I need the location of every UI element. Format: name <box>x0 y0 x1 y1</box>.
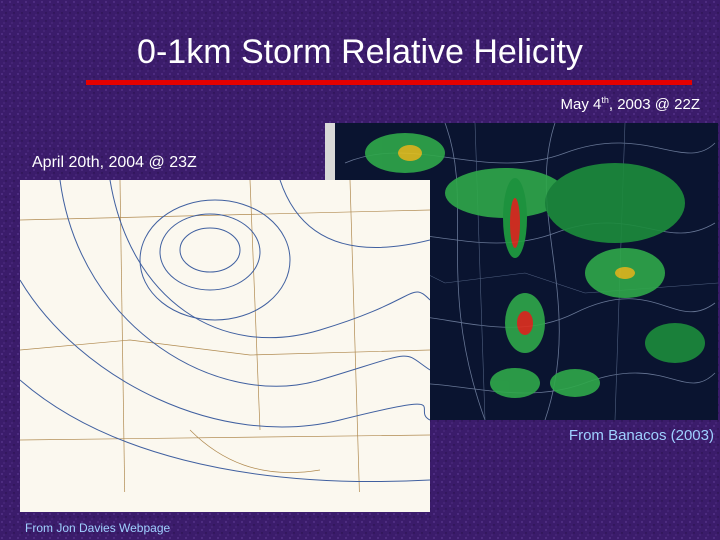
right-credit: From Banacos (2003) <box>568 427 714 444</box>
title-rule <box>86 80 692 85</box>
srh-map-image <box>20 180 430 512</box>
left-caption: April 20th, 2004 @ 23Z <box>32 154 197 171</box>
slide-title: 0-1km Storm Relative Helicity <box>137 33 583 71</box>
right-caption: May 4th, 2003 @ 22Z <box>561 95 701 113</box>
caption-text: , 2003 @ 22Z <box>608 96 700 113</box>
left-credit: From Jon Davies Webpage <box>25 521 171 535</box>
caption-superscript: th <box>601 95 609 105</box>
caption-text: May 4 <box>560 96 602 113</box>
